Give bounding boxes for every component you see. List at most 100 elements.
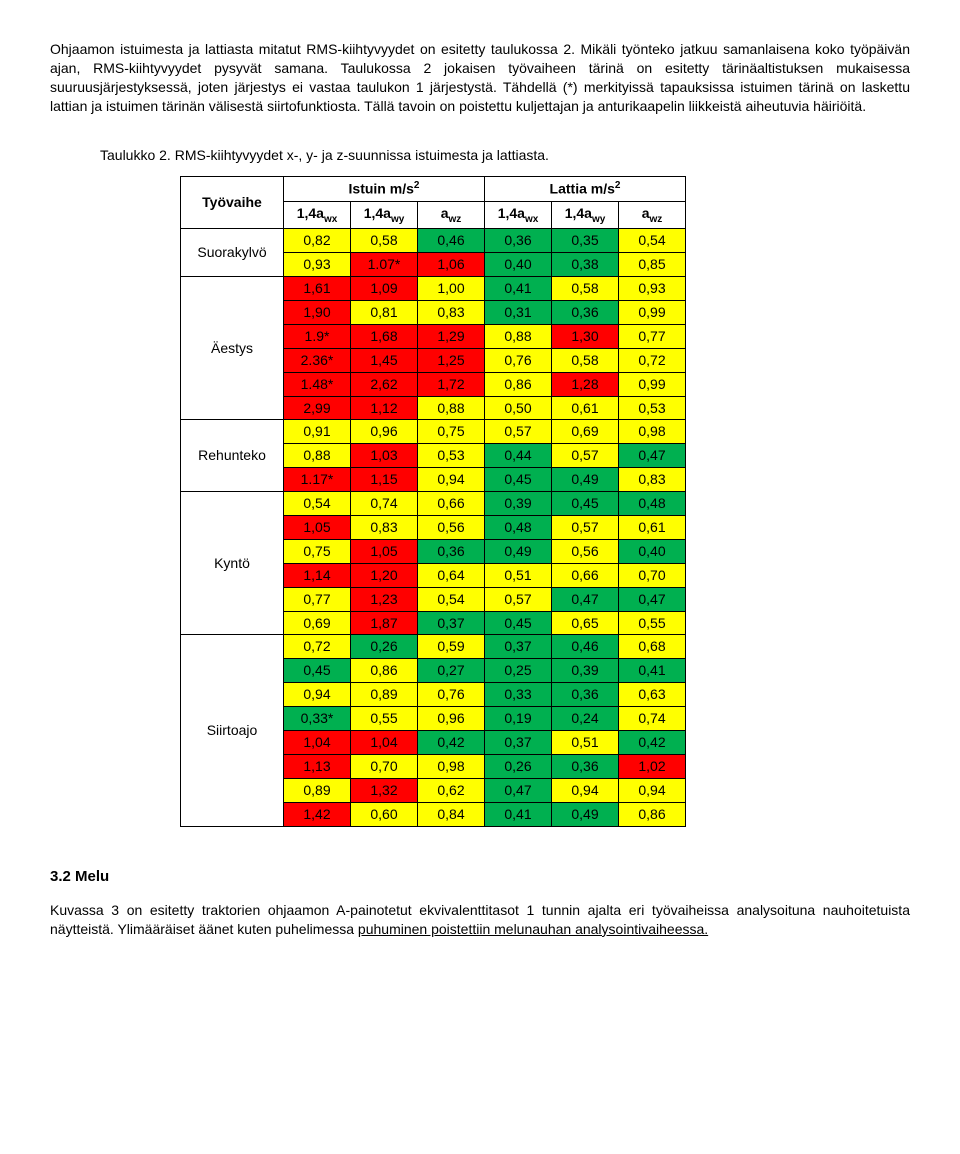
data-cell: 1,09 [351,277,418,301]
data-cell: 0,99 [619,372,686,396]
data-cell: 0,55 [351,707,418,731]
data-cell: 0,56 [418,515,485,539]
data-cell: 0,45 [284,659,351,683]
data-cell: 1.17* [284,468,351,492]
data-cell: 0,31 [485,300,552,324]
data-cell: 0,38 [552,253,619,277]
data-cell: 0,94 [619,778,686,802]
data-cell: 0,72 [619,348,686,372]
data-cell: 0,25 [485,659,552,683]
data-cell: 0,69 [552,420,619,444]
data-cell: 0,75 [418,420,485,444]
data-cell: 0,49 [552,802,619,826]
group-label: Äestys [181,277,284,420]
table-row: Äestys1,611,091,000,410,580,93 [181,277,686,301]
data-cell: 0,50 [485,396,552,420]
data-cell: 0,62 [418,778,485,802]
data-cell: 0,26 [485,754,552,778]
data-cell: 0,40 [619,539,686,563]
data-cell: 0,60 [351,802,418,826]
data-cell: 0,36 [485,229,552,253]
data-cell: 0,47 [619,444,686,468]
data-cell: 0,89 [351,683,418,707]
data-cell: 0,86 [351,659,418,683]
data-cell: 1.9* [284,324,351,348]
data-cell: 0,58 [552,348,619,372]
data-cell: 0,57 [485,587,552,611]
data-cell: 0,61 [552,396,619,420]
data-cell: 0,49 [485,539,552,563]
data-cell: 0,88 [485,324,552,348]
data-cell: 0,42 [418,731,485,755]
data-cell: 0,36 [552,300,619,324]
col-istuin: Istuin m/s2 [284,177,485,202]
data-cell: 0,93 [619,277,686,301]
data-cell: 0,94 [552,778,619,802]
data-cell: 0,57 [485,420,552,444]
data-cell: 1,20 [351,563,418,587]
data-cell: 0,55 [619,611,686,635]
data-cell: 0,36 [552,754,619,778]
data-cell: 0,83 [418,300,485,324]
table-row: Rehunteko0,910,960,750,570,690,98 [181,420,686,444]
data-cell: 1,61 [284,277,351,301]
data-cell: 1,68 [351,324,418,348]
data-cell: 0,47 [552,587,619,611]
data-cell: 0,19 [485,707,552,731]
rms-table: Työvaihe Istuin m/s2 Lattia m/s2 1,4awx1… [180,176,686,826]
data-cell: 0,86 [485,372,552,396]
data-cell: 0,46 [552,635,619,659]
data-cell: 0,40 [485,253,552,277]
data-cell: 0,77 [284,587,351,611]
data-cell: 0,81 [351,300,418,324]
data-cell: 1,15 [351,468,418,492]
data-cell: 0,84 [418,802,485,826]
data-cell: 0,70 [351,754,418,778]
col-tyovaihe: Työvaihe [181,177,284,229]
data-cell: 0,36 [418,539,485,563]
data-cell: 1,14 [284,563,351,587]
data-cell: 0,45 [485,611,552,635]
data-cell: 0,63 [619,683,686,707]
data-cell: 0,89 [284,778,351,802]
table-row: Suorakylvö0,820,580,460,360,350,54 [181,229,686,253]
group-label: Rehunteko [181,420,284,492]
data-cell: 0,82 [284,229,351,253]
data-cell: 0,44 [485,444,552,468]
data-cell: 0,98 [619,420,686,444]
data-cell: 0,51 [552,731,619,755]
data-cell: 1.48* [284,372,351,396]
data-cell: 0,54 [418,587,485,611]
data-cell: 2,99 [284,396,351,420]
data-cell: 0,47 [619,587,686,611]
table-row: Kyntö0,540,740,660,390,450,48 [181,492,686,516]
data-cell: 0,27 [418,659,485,683]
data-cell: 0,58 [351,229,418,253]
data-cell: 0,42 [619,731,686,755]
subcol-header: awz [418,202,485,229]
data-cell: 1,32 [351,778,418,802]
data-cell: 1,05 [351,539,418,563]
data-cell: 0,69 [284,611,351,635]
data-cell: 1,02 [619,754,686,778]
data-cell: 1,30 [552,324,619,348]
data-cell: 0,66 [418,492,485,516]
data-cell: 0,94 [418,468,485,492]
data-cell: 0,88 [418,396,485,420]
data-cell: 0,94 [284,683,351,707]
data-cell: 0,47 [485,778,552,802]
data-cell: 1,28 [552,372,619,396]
data-cell: 0,26 [351,635,418,659]
data-cell: 0,68 [619,635,686,659]
data-cell: 1,87 [351,611,418,635]
data-cell: 0,48 [485,515,552,539]
data-cell: 0,66 [552,563,619,587]
data-cell: 0,39 [485,492,552,516]
data-cell: 0,53 [619,396,686,420]
data-cell: 0,85 [619,253,686,277]
data-cell: 1,72 [418,372,485,396]
data-cell: 0,54 [284,492,351,516]
data-cell: 1,04 [284,731,351,755]
data-cell: 0,96 [418,707,485,731]
subcol-header: 1,4awx [485,202,552,229]
